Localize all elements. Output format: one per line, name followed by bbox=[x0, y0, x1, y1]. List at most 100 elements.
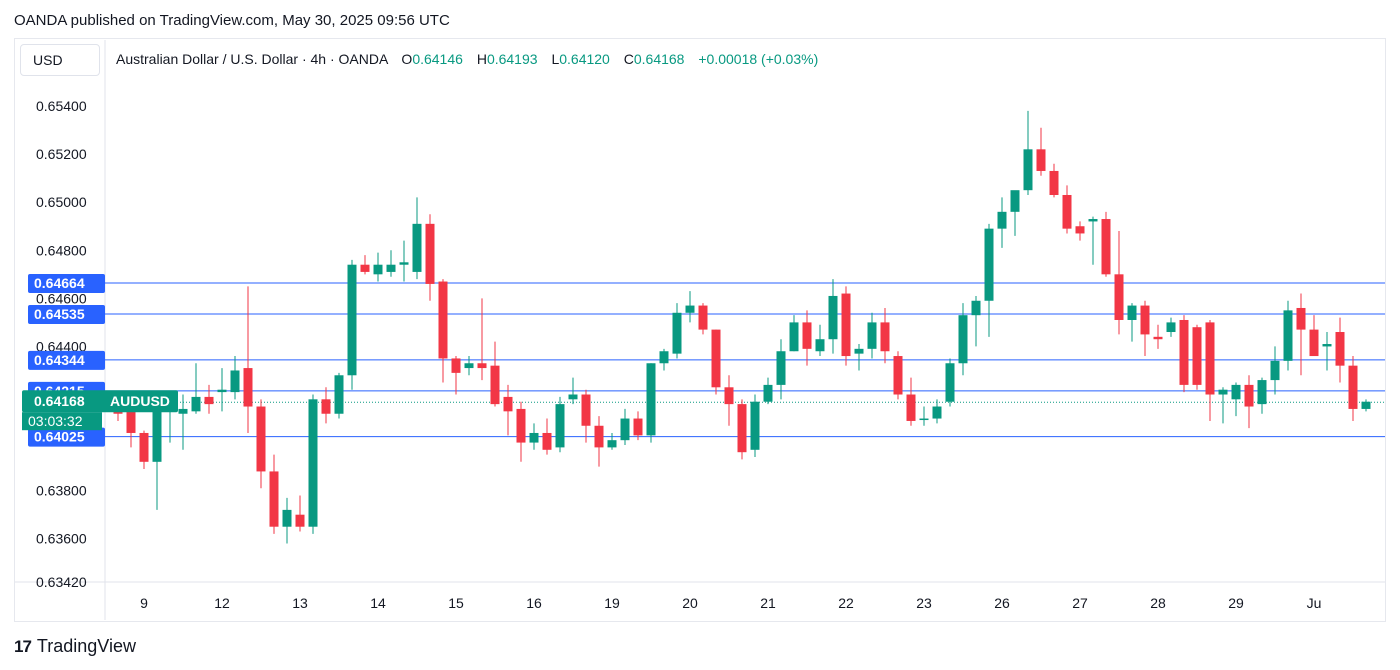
level-price-label-bg bbox=[28, 273, 105, 293]
y-tick-label: 0.65000 bbox=[36, 194, 87, 210]
candle-body bbox=[1166, 322, 1176, 333]
legend-close-value: 0.64168 bbox=[633, 51, 685, 67]
candle-body bbox=[1101, 219, 1111, 275]
candle-body bbox=[971, 300, 981, 316]
y-tick-label: 0.65400 bbox=[36, 98, 87, 114]
candle-body bbox=[139, 432, 149, 462]
candle-body bbox=[646, 363, 656, 436]
candle-body bbox=[256, 406, 266, 472]
countdown-bg bbox=[22, 412, 102, 431]
level-price-label-bg bbox=[28, 427, 105, 447]
legend-open-value: 0.64146 bbox=[412, 51, 463, 67]
x-tick-label: 20 bbox=[682, 595, 698, 611]
legend-close-label: C bbox=[623, 51, 634, 67]
candle-body bbox=[269, 471, 279, 527]
candle-body bbox=[191, 396, 201, 412]
candle-body bbox=[1296, 307, 1306, 330]
candle-body bbox=[1023, 149, 1033, 191]
x-tick-label: 12 bbox=[214, 595, 230, 611]
candle-body bbox=[984, 228, 994, 301]
x-tick-label: 29 bbox=[1228, 595, 1244, 611]
candle-body bbox=[399, 262, 409, 265]
level-price-label: 0.64344 bbox=[34, 352, 85, 368]
level-price-label: 0.64025 bbox=[34, 429, 85, 445]
candle-body bbox=[633, 418, 643, 436]
candle-body bbox=[503, 396, 513, 412]
candle-body bbox=[1062, 194, 1072, 229]
candle-body bbox=[620, 418, 630, 441]
candle-body bbox=[1127, 305, 1137, 320]
x-tick-label: Ju bbox=[1307, 595, 1322, 611]
candle-body bbox=[542, 432, 552, 450]
y-tick-label: 0.64400 bbox=[36, 338, 87, 354]
candle-body bbox=[1257, 380, 1267, 405]
candle-body bbox=[295, 514, 305, 527]
candle-body bbox=[1179, 319, 1189, 385]
candle-body bbox=[1114, 274, 1124, 320]
candle-body bbox=[1270, 360, 1280, 381]
candle-body bbox=[1218, 389, 1228, 395]
x-tick-label: 15 bbox=[448, 595, 464, 611]
x-tick-label: 28 bbox=[1150, 595, 1166, 611]
candle-body bbox=[958, 315, 968, 364]
candle-body bbox=[1348, 365, 1358, 409]
legend-symbol[interactable]: Australian Dollar / U.S. Dollar · 4h · O… bbox=[116, 51, 388, 67]
candle-body bbox=[243, 368, 253, 407]
candle-body bbox=[1335, 332, 1345, 366]
candle-body bbox=[815, 339, 825, 352]
chart-legend: Australian Dollar / U.S. Dollar · 4h · O… bbox=[116, 51, 818, 67]
legend-low-label: L bbox=[551, 51, 560, 67]
y-tick-label: 0.65200 bbox=[36, 146, 87, 162]
candle-body bbox=[425, 223, 435, 284]
x-tick-label: 27 bbox=[1072, 595, 1088, 611]
candle-body bbox=[126, 406, 136, 433]
candle-body bbox=[555, 404, 565, 448]
candle-body bbox=[217, 389, 227, 393]
candle-body bbox=[464, 363, 474, 369]
candle-body bbox=[1049, 170, 1059, 195]
candle-body bbox=[373, 264, 383, 275]
candle-body bbox=[659, 351, 669, 364]
level-price-label-bg bbox=[28, 304, 105, 324]
y-tick-label: 0.63800 bbox=[36, 483, 87, 499]
candle-body bbox=[802, 322, 812, 349]
x-tick-label: 9 bbox=[140, 595, 148, 611]
candle-body bbox=[451, 358, 461, 373]
candle-body bbox=[776, 351, 786, 385]
candle-body bbox=[412, 223, 422, 272]
candle-body bbox=[828, 295, 838, 340]
x-tick-label: 13 bbox=[292, 595, 308, 611]
candle-body bbox=[477, 363, 487, 369]
level-price-label: 0.64664 bbox=[34, 275, 85, 291]
legend-high-label: H bbox=[476, 51, 487, 67]
candle-body bbox=[490, 365, 500, 405]
candle-body bbox=[1140, 305, 1150, 335]
current-price-symbol: AUDUSD bbox=[110, 393, 170, 409]
x-tick-label: 22 bbox=[838, 595, 854, 611]
candle-body bbox=[932, 406, 942, 419]
candle-body bbox=[1244, 384, 1254, 407]
legend-open-label: O bbox=[401, 51, 413, 67]
candle-body bbox=[438, 281, 448, 359]
candle-body bbox=[672, 312, 682, 354]
candle-body bbox=[204, 396, 214, 405]
candle-body bbox=[854, 348, 864, 354]
candle-body bbox=[1075, 226, 1085, 234]
candle-body bbox=[1322, 344, 1332, 347]
tradingview-logo[interactable]: 17 TradingView bbox=[14, 636, 136, 657]
candle-body bbox=[1010, 190, 1020, 212]
candle-body bbox=[594, 425, 604, 448]
candle-body bbox=[230, 370, 240, 393]
candle-body bbox=[893, 356, 903, 395]
candle-body bbox=[347, 264, 357, 376]
tradingview-brand: TradingView bbox=[36, 636, 136, 656]
candle-body bbox=[919, 418, 929, 421]
legend-high-value: 0.64193 bbox=[486, 51, 538, 67]
currency-button[interactable]: USD bbox=[20, 44, 100, 76]
legend-change: +0.00018 (+0.03%) bbox=[698, 51, 819, 67]
candle-body bbox=[308, 399, 318, 527]
candle-body bbox=[1088, 219, 1098, 222]
candle-body bbox=[152, 406, 162, 462]
tradingview-logo-icon: 17 bbox=[14, 636, 32, 656]
